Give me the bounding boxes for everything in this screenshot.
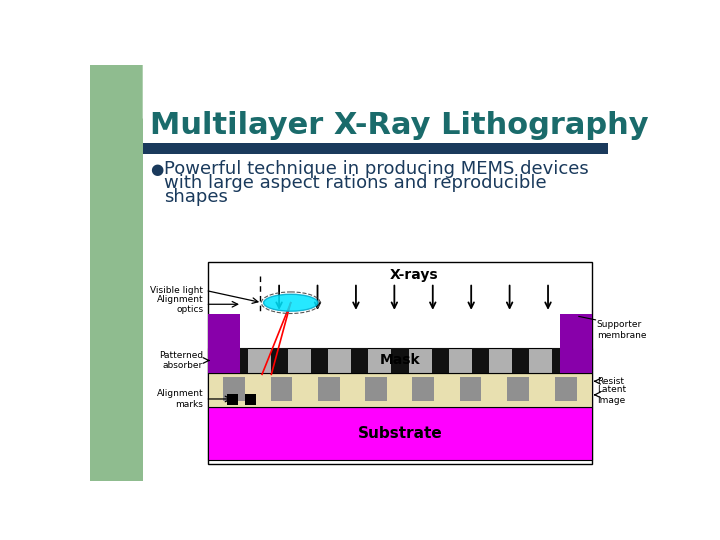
Text: Alignment
optics: Alignment optics bbox=[156, 295, 203, 314]
Text: with large aspect rations and reproducible: with large aspect rations and reproducib… bbox=[163, 174, 546, 192]
Bar bbox=[271, 377, 292, 401]
Text: Supporter
membrane: Supporter membrane bbox=[597, 320, 647, 340]
Text: X-rays: X-rays bbox=[390, 268, 438, 282]
Text: Alignment
marks: Alignment marks bbox=[156, 389, 203, 409]
Text: Powerful technique in producing MEMS devices: Powerful technique in producing MEMS dev… bbox=[163, 160, 588, 178]
Bar bbox=[459, 377, 482, 401]
Text: shapes: shapes bbox=[163, 188, 228, 206]
Bar bbox=[271, 348, 288, 373]
Bar bbox=[231, 348, 248, 373]
Text: Latent
image: Latent image bbox=[597, 385, 626, 404]
Bar bbox=[559, 314, 593, 373]
Bar bbox=[472, 348, 489, 373]
Bar bbox=[512, 348, 529, 373]
Bar bbox=[507, 377, 528, 401]
Bar bbox=[228, 394, 238, 405]
Bar bbox=[208, 407, 593, 460]
Text: Resist: Resist bbox=[597, 377, 624, 386]
Bar bbox=[245, 394, 256, 405]
Bar bbox=[431, 348, 449, 373]
Ellipse shape bbox=[264, 294, 318, 311]
Text: Multilayer X-Ray Lithography: Multilayer X-Ray Lithography bbox=[150, 111, 649, 140]
Text: Mask: Mask bbox=[379, 354, 420, 368]
Bar bbox=[351, 348, 369, 373]
Polygon shape bbox=[143, 65, 197, 119]
Bar bbox=[413, 377, 434, 401]
Text: Visible light: Visible light bbox=[150, 286, 203, 295]
Bar bbox=[318, 377, 340, 401]
Bar bbox=[392, 348, 408, 373]
Bar bbox=[208, 373, 593, 407]
Text: Substrate: Substrate bbox=[358, 426, 442, 441]
Bar bbox=[90, 65, 143, 481]
Bar bbox=[208, 262, 593, 464]
Bar bbox=[143, 143, 608, 154]
Text: Patterned
absorber: Patterned absorber bbox=[159, 351, 203, 370]
Bar bbox=[365, 377, 387, 401]
Bar bbox=[223, 377, 245, 401]
Text: ●: ● bbox=[150, 162, 163, 177]
Bar bbox=[208, 348, 593, 373]
Bar bbox=[555, 377, 577, 401]
Bar bbox=[311, 348, 328, 373]
Bar bbox=[208, 314, 240, 373]
Bar bbox=[552, 348, 569, 373]
